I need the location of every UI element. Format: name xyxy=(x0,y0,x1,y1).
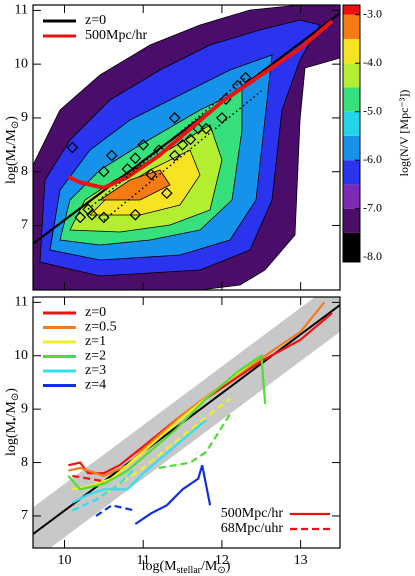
legend-label: z=2 xyxy=(85,349,106,364)
data-point xyxy=(168,112,181,124)
y-tick-label: 9 xyxy=(21,110,28,125)
colorbar-tick-label: -3.0 xyxy=(363,6,382,20)
plot-layer xyxy=(33,297,340,548)
data-point xyxy=(74,211,87,224)
label-part: ⊙ xyxy=(10,393,21,401)
colorbar-segment xyxy=(343,5,360,15)
data-point xyxy=(239,71,252,84)
series-line xyxy=(67,19,334,190)
series-line xyxy=(95,504,136,517)
label-part: ) xyxy=(226,559,231,574)
colorbar-tick-label: -4.0 xyxy=(363,55,382,69)
data-point xyxy=(97,165,110,178)
x-tick-label: 10 xyxy=(57,553,71,568)
data-point xyxy=(200,122,213,135)
axes-frame xyxy=(32,4,341,291)
colorbar-segment xyxy=(343,184,360,209)
label-part: stellar xyxy=(177,565,202,576)
label-part: /M xyxy=(4,129,19,146)
label-part: /M xyxy=(4,401,19,418)
data-point xyxy=(216,112,228,124)
data-point xyxy=(105,149,118,162)
series-line xyxy=(72,474,104,483)
colorbar-segment xyxy=(343,208,360,233)
data-point xyxy=(129,152,142,165)
series-line xyxy=(71,418,207,504)
data-point xyxy=(168,149,181,162)
legend-label: z=0 xyxy=(85,13,106,28)
y-tick-label: 8 xyxy=(21,455,28,470)
data-point xyxy=(66,141,79,154)
legend-label: z=4 xyxy=(85,378,106,393)
legend-label: z=0 xyxy=(85,305,106,320)
empty-region xyxy=(305,75,340,235)
label-part: ⊙ xyxy=(217,565,225,576)
colorbar-segment xyxy=(343,14,360,39)
y-axis-label: log(M•/M⊙) xyxy=(4,116,21,184)
colorbar-segment xyxy=(343,111,360,136)
x-tick-label: 13 xyxy=(294,553,308,568)
y-tick-label: 10 xyxy=(14,348,28,363)
colorbar-tick-label: -8.0 xyxy=(363,249,382,263)
data-point xyxy=(86,208,98,221)
y-tick-label: 7 xyxy=(21,218,28,233)
colorbar-segment xyxy=(343,135,360,161)
series-line xyxy=(158,413,231,469)
series-line xyxy=(71,467,137,512)
label-part: /M xyxy=(201,559,218,574)
colorbar-segment xyxy=(343,87,360,112)
colorbar-segment xyxy=(343,232,360,262)
y-tick-label: 10 xyxy=(14,56,28,71)
colorbar-frame xyxy=(342,4,361,263)
y-tick-label: 7 xyxy=(21,508,28,523)
label-part: log(M xyxy=(4,420,19,456)
label-part: log(M xyxy=(4,148,19,184)
plot-layer xyxy=(33,12,340,245)
axes-frame xyxy=(32,296,341,549)
x-tick-label: 12 xyxy=(215,553,229,568)
colorbar-segment xyxy=(343,63,360,88)
series-line xyxy=(68,301,326,478)
label-part: ) xyxy=(4,388,19,393)
legend-label: 500Mpc/hr xyxy=(221,506,284,521)
data-point xyxy=(145,168,157,181)
label-part: • xyxy=(10,145,21,149)
colorbar-segment xyxy=(343,38,360,64)
data-point xyxy=(184,133,197,146)
legend-label: z=3 xyxy=(85,363,106,378)
colorbar-segment xyxy=(343,160,360,185)
data-point xyxy=(97,211,110,224)
colorbar-tick-label: -7.0 xyxy=(363,200,382,214)
legend-label: 500Mpc/hr xyxy=(85,28,148,43)
y-axis-label: log(M•/M⊙) xyxy=(4,388,21,456)
y-tick-label: 8 xyxy=(21,164,28,179)
legend-label: z=0.5 xyxy=(85,320,117,335)
series-line xyxy=(67,353,267,491)
series-line xyxy=(33,12,340,245)
label-part: • xyxy=(10,417,21,421)
data-point xyxy=(129,208,142,221)
y-tick-label: 11 xyxy=(15,295,28,310)
data-point xyxy=(160,187,173,200)
data-point xyxy=(137,138,150,151)
colorbar-tick-label: -5.0 xyxy=(363,103,382,117)
label-part: ) xyxy=(4,116,19,121)
series-line xyxy=(134,464,212,525)
legend-label: 68Mpc/uhr xyxy=(221,521,284,536)
x-axis-label: log(Mstellar/M⊙) xyxy=(142,559,231,576)
legend-label: z=1 xyxy=(85,334,106,349)
colorbar-label: log(N/V [Mpc⁻³]) xyxy=(397,90,411,177)
x-tick-label: 11 xyxy=(136,553,149,568)
y-tick-label: 9 xyxy=(21,401,28,416)
colorbar-tick-label: -6.0 xyxy=(363,152,382,166)
label-part: log(M xyxy=(142,559,178,574)
data-point xyxy=(176,138,189,151)
label-part: ⊙ xyxy=(10,121,21,129)
series-line xyxy=(87,77,246,210)
y-tick-label: 11 xyxy=(15,3,28,18)
